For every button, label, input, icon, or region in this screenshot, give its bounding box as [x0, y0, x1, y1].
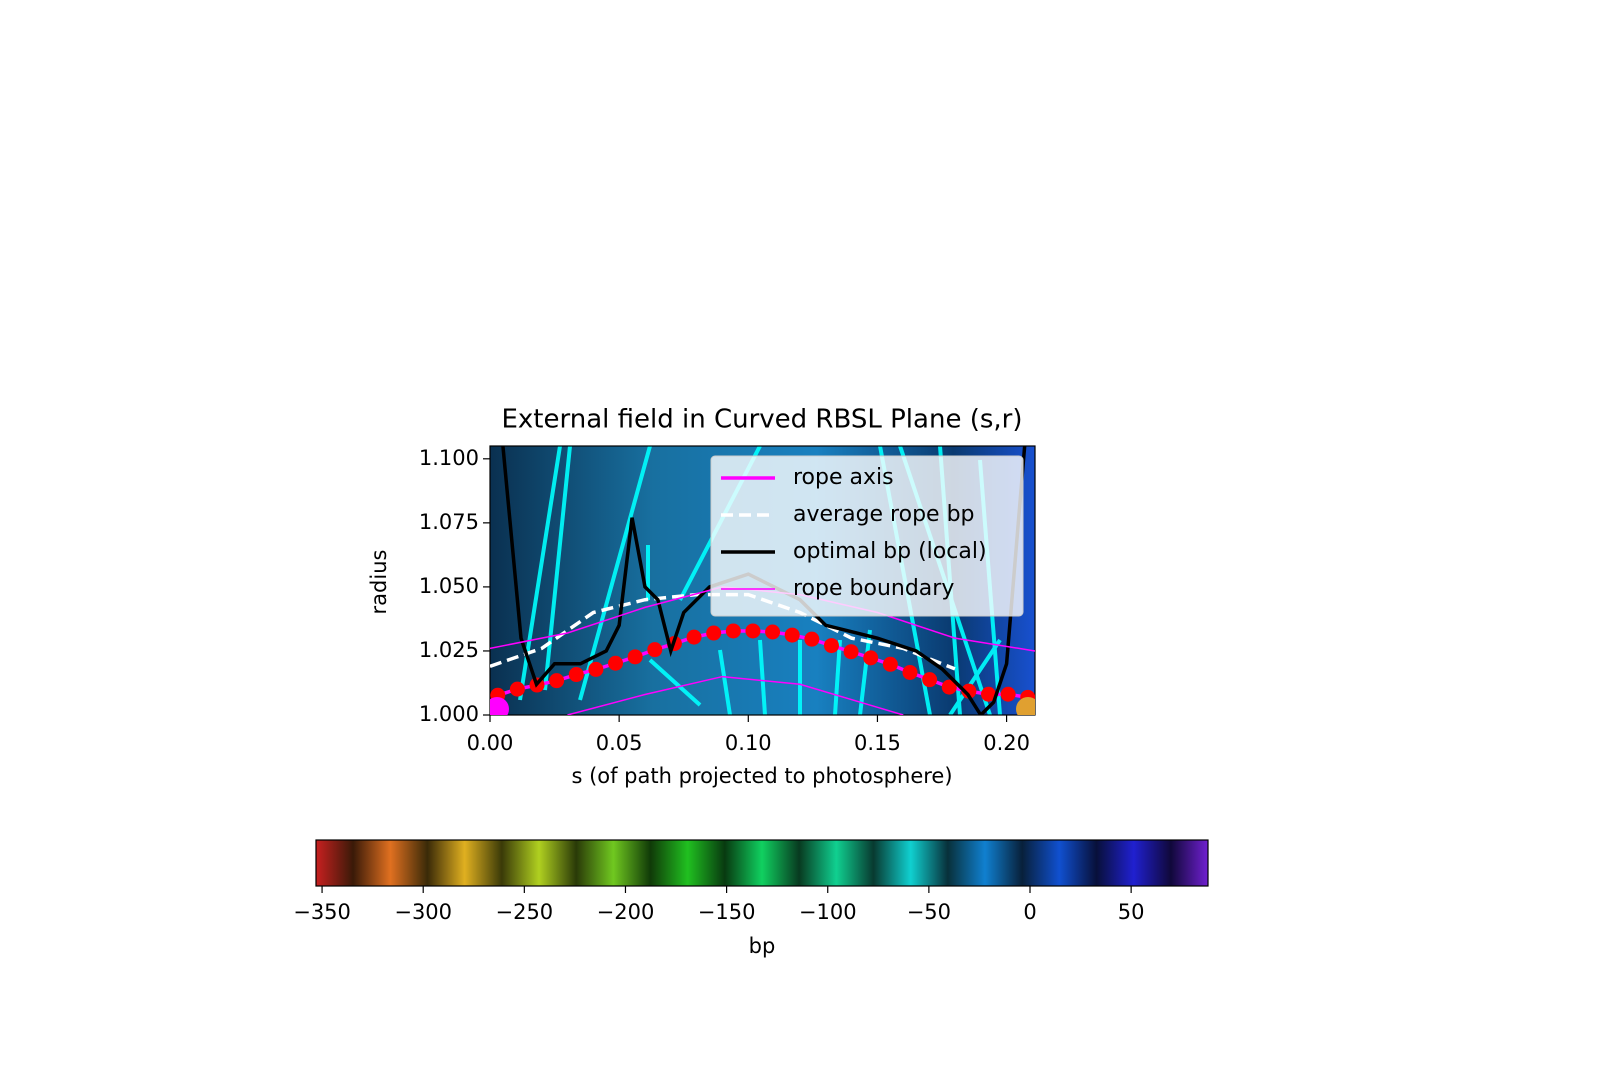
legend-box: [710, 455, 1024, 617]
legend-label: rope axis: [793, 465, 894, 490]
colorbar-tick-label: −200: [597, 900, 655, 924]
series-marker: [608, 655, 624, 671]
start-marker: [490, 697, 509, 715]
y-tick-label: 1.000: [419, 702, 479, 726]
series-marker: [961, 683, 977, 699]
colorbar-label: bp: [749, 934, 776, 958]
series-marker: [902, 664, 918, 680]
end-marker: [1016, 697, 1035, 715]
series-marker: [1000, 686, 1016, 702]
series-marker: [882, 656, 898, 672]
y-tick-label: 1.025: [419, 638, 479, 662]
series-marker: [863, 650, 879, 666]
legend-label: average rope bp: [793, 502, 975, 527]
x-tick-label: 0.15: [854, 731, 901, 755]
plot-area: [490, 446, 1035, 715]
series-marker: [765, 624, 781, 640]
colorbar-tick-label: 50: [1118, 900, 1145, 924]
series-marker: [549, 673, 565, 689]
colorbar-tick-label: −350: [293, 900, 351, 924]
y-tick-label: 1.050: [419, 574, 479, 598]
series-marker: [804, 631, 820, 647]
colorbar-tick-label: −100: [799, 900, 857, 924]
legend-label: rope boundary: [793, 576, 954, 601]
legend-label: optimal bp (local): [793, 539, 987, 564]
series-line: [501, 446, 1027, 715]
series-marker: [843, 644, 859, 660]
colorbar-tick-label: −150: [698, 900, 756, 924]
series-marker: [627, 649, 643, 665]
colorbar-tick-label: −50: [907, 900, 951, 924]
colorbar-tick-label: −250: [495, 900, 553, 924]
x-tick-label: 0.20: [983, 731, 1030, 755]
x-tick-label: 0.10: [725, 731, 772, 755]
series-marker: [922, 672, 938, 688]
series-line: [497, 629, 1029, 700]
legend: rope axis average rope bp optimal bp (loca…: [710, 455, 1024, 617]
colorbar-tick-label: 0: [1023, 900, 1036, 924]
y-axis-label: radius: [367, 550, 391, 615]
series-marker: [745, 623, 761, 639]
x-axis-label: s (of path projected to photosphere): [571, 764, 952, 788]
series-marker: [823, 638, 839, 654]
series-marker: [706, 625, 722, 641]
series-marker: [725, 623, 741, 639]
series-marker: [588, 661, 604, 677]
x-tick-label: 0.00: [467, 731, 514, 755]
y-tick-label: 1.100: [419, 446, 479, 470]
chart-title: External field in Curved RBSL Plane (s,r…: [501, 405, 1022, 435]
plot-frame: [489, 445, 1036, 716]
series-marker: [509, 681, 525, 697]
series-marker: [981, 686, 997, 702]
series-marker: [568, 667, 584, 683]
series-marker: [686, 629, 702, 645]
colorbar: [315, 839, 1209, 887]
series-marker: [784, 627, 800, 643]
series-marker: [941, 679, 957, 695]
series-marker: [647, 642, 663, 658]
colorbar-tick-label: −300: [394, 900, 452, 924]
series-line: [567, 675, 904, 715]
y-tick-label: 1.075: [419, 510, 479, 534]
x-tick-label: 0.05: [596, 731, 643, 755]
